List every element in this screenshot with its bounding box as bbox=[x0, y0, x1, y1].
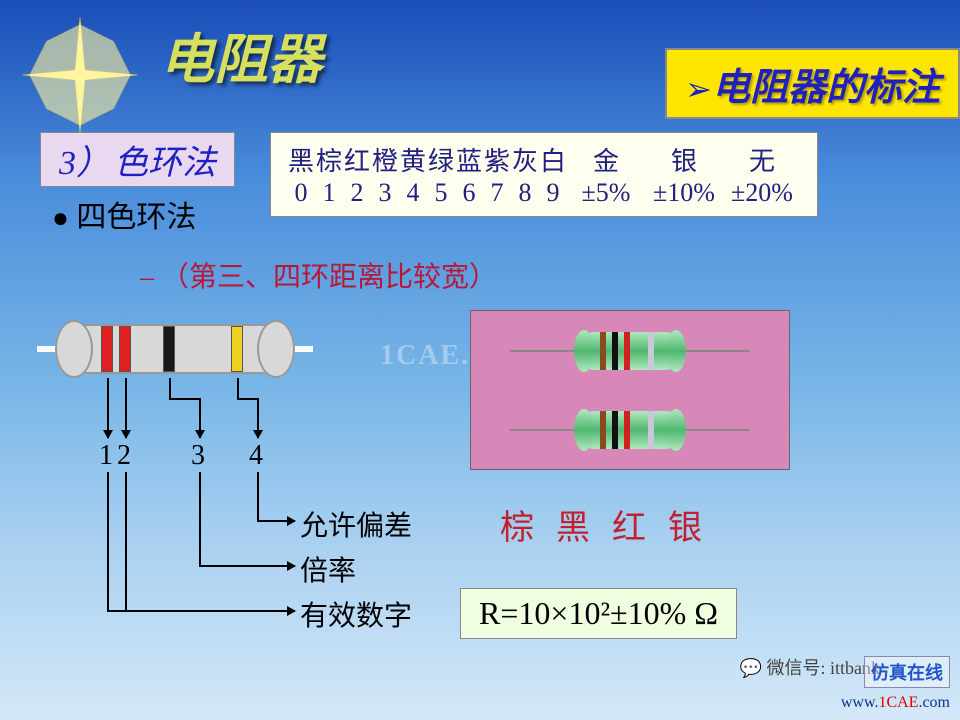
resistor-band bbox=[101, 326, 113, 372]
watermark-sim: 仿真在线 bbox=[864, 656, 950, 688]
color-header: 棕 bbox=[315, 141, 343, 178]
color-header: 白 bbox=[539, 141, 567, 178]
bullet-text: 四色环法 bbox=[76, 201, 196, 234]
section-label-box: 3） 色环法 bbox=[40, 132, 235, 187]
color-value: 6 bbox=[455, 178, 483, 208]
color-header: 黄 bbox=[399, 141, 427, 178]
color-value: 2 bbox=[343, 178, 371, 208]
band-number: 3 bbox=[191, 440, 205, 472]
resistor-photo bbox=[470, 310, 790, 470]
color-value: 5 bbox=[427, 178, 455, 208]
color-value: 4 bbox=[399, 178, 427, 208]
band-number: 1 bbox=[99, 440, 113, 472]
band-label: 倍率 bbox=[300, 549, 356, 589]
color-value: 8 bbox=[511, 178, 539, 208]
resistor-diagram bbox=[55, 320, 315, 378]
color-code-table: 黑棕红橙黄绿蓝紫灰白金银无 0123456789±5%±10%±20% bbox=[270, 132, 818, 217]
example-color: 红 bbox=[612, 510, 648, 547]
color-value: 9 bbox=[539, 178, 567, 208]
note-line: – （第三、四环距离比较宽） bbox=[140, 255, 497, 295]
subtitle-box: ➢电阻器的标注 bbox=[665, 48, 960, 119]
resistor-band bbox=[163, 326, 175, 372]
color-value: ±10% bbox=[645, 178, 723, 208]
formula: R=10×10²±10% Ω bbox=[460, 588, 737, 639]
color-header: 金 bbox=[567, 141, 645, 178]
color-header: 灰 bbox=[511, 141, 539, 178]
page-title: 电阻器 bbox=[160, 15, 322, 94]
color-header: 蓝 bbox=[455, 141, 483, 178]
resistor-band bbox=[119, 326, 131, 372]
color-header: 橙 bbox=[371, 141, 399, 178]
band-label: 有效数字 bbox=[300, 594, 412, 634]
color-value: ±20% bbox=[723, 178, 801, 208]
resistor-band bbox=[231, 326, 243, 372]
chevron-right-icon: ➢ bbox=[685, 71, 712, 107]
section-number: 3） bbox=[59, 145, 110, 182]
band-label: 允许偏差 bbox=[300, 504, 412, 544]
color-header: 紫 bbox=[483, 141, 511, 178]
bullet-icon: ● bbox=[52, 203, 69, 234]
color-value: 7 bbox=[483, 178, 511, 208]
color-value: 1 bbox=[315, 178, 343, 208]
watermark-wechat: 💬 微信号: ittbank bbox=[740, 654, 880, 680]
section-name: 色环法 bbox=[114, 145, 216, 182]
color-value: ±5% bbox=[567, 178, 645, 208]
note-text: （第三、四环距离比较宽） bbox=[161, 262, 497, 293]
example-colors: 棕黑红银 bbox=[500, 500, 724, 549]
color-header: 银 bbox=[645, 141, 723, 178]
example-color: 银 bbox=[668, 510, 704, 547]
band-number: 2 bbox=[117, 440, 131, 472]
color-header: 无 bbox=[723, 141, 801, 178]
subtitle: 电阻器的标注 bbox=[712, 67, 940, 109]
band-number: 4 bbox=[249, 440, 263, 472]
color-header: 红 bbox=[343, 141, 371, 178]
color-header: 黑 bbox=[287, 141, 315, 178]
bullet-line: ● 四色环法 bbox=[52, 192, 196, 236]
color-value: 3 bbox=[371, 178, 399, 208]
color-value: 0 bbox=[287, 178, 315, 208]
star-icon bbox=[20, 15, 140, 135]
example-color: 黑 bbox=[556, 510, 592, 547]
example-color: 棕 bbox=[500, 510, 536, 547]
color-header: 绿 bbox=[427, 141, 455, 178]
watermark-site: www.1CAE.com bbox=[841, 694, 950, 712]
